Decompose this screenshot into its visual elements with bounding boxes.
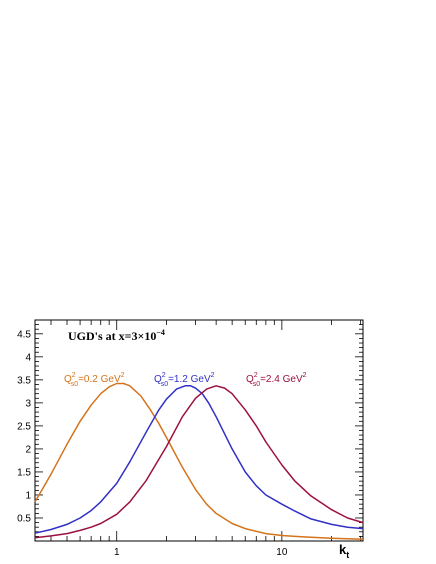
x-axis-label: kt [339,542,349,560]
y-tick-label: 1.5 [17,467,31,478]
annotation-base: Q [154,374,162,385]
y-tick-label: 4.5 [17,329,31,340]
curves [34,382,364,540]
chart-title-main: UGD's at x=3×10 [68,329,156,343]
annotation-text: =2.4 GeV [260,374,303,385]
annotation-3: Q2 s0=2.4 GeV2 [246,372,307,388]
x-tick-label: 10 [276,547,288,558]
annotation-base: Q [64,374,72,385]
y-tick-label: 4 [25,352,31,363]
annotation-sub: s0 [161,381,169,388]
chart-title-exponent: −4 [156,328,165,337]
annotation-sub: s0 [71,381,79,388]
x-axis-label-main: k [339,542,347,557]
y-tick-label: 2.5 [17,421,31,432]
y-tick-label: 3.5 [17,375,31,386]
y-tick-label: 0.5 [17,513,31,524]
series-line-3 [34,385,364,539]
series-line-1 [34,382,364,540]
chart-title: UGD's at x=3×10−4 [68,328,165,343]
annotation-sup: 2 [72,372,76,379]
annotation-unit-sup: 2 [211,372,215,379]
annotation-1: Q2 s0=0.2 GeV2 [64,372,125,388]
annotation-sup: 2 [254,372,258,379]
annotation-base: Q [246,374,254,385]
x-axis-label-sub: t [346,550,349,560]
annotation-sup: 2 [162,372,166,379]
annotation-unit-sup: 2 [303,372,307,379]
annotation-text: =0.2 GeV [78,374,121,385]
annotation-2: Q2 s0=1.2 GeV2 [154,372,215,388]
curve-annotations: Q2 s0=0.2 GeV2 Q2 s0=1.2 GeV2 Q2 s0=2.4 GeV2 [64,372,307,388]
plot-frame [34,319,364,542]
y-tick-label: 1 [25,490,31,501]
annotation-unit-sup: 2 [121,372,125,379]
axis-ticks: 0.5 1 1.5 2 2.5 3 3.5 4 4.5 1 10 [17,319,363,558]
y-tick-label: 2 [25,444,31,455]
annotation-text: =1.2 GeV [168,374,211,385]
y-tick-label: 3 [25,398,31,409]
annotation-sub: s0 [253,381,261,388]
series-line-2 [34,385,364,534]
x-tick-label: 1 [114,547,120,558]
